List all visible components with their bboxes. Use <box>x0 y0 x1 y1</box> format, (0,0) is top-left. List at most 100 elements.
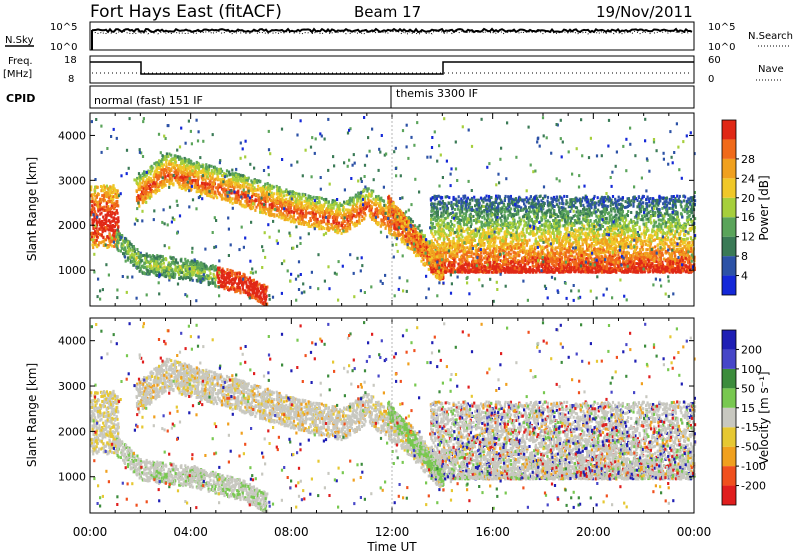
power-cell <box>318 196 321 200</box>
power-cell <box>256 188 259 192</box>
power-cell <box>264 194 267 198</box>
power-cell <box>378 197 381 201</box>
power-cell <box>280 216 284 220</box>
power-cell <box>338 210 341 214</box>
power-cell <box>422 235 425 239</box>
power-cell <box>216 196 219 200</box>
power-cell <box>220 181 223 185</box>
power-cell <box>206 182 209 186</box>
power-cell <box>155 169 158 173</box>
power-cell <box>368 194 371 198</box>
power-cell <box>394 221 397 225</box>
power-cell <box>92 193 95 197</box>
power-cell <box>132 253 135 257</box>
power-cell <box>523 219 526 223</box>
power-cell <box>372 189 375 193</box>
power-cell <box>265 212 268 216</box>
power-cell <box>105 220 108 224</box>
power-cell <box>91 204 94 208</box>
power-cell <box>208 164 211 168</box>
power-cell <box>180 179 183 183</box>
date-label: 19/Nov/2011 <box>596 3 693 21</box>
power-cell <box>251 190 254 194</box>
power-cell <box>682 199 686 203</box>
power-cell <box>289 200 292 204</box>
power-cell <box>174 172 177 175</box>
power-cell <box>163 173 166 177</box>
power-cell <box>168 152 171 156</box>
power-cell <box>103 185 107 189</box>
power-cell <box>238 202 241 206</box>
power-cell <box>369 209 373 213</box>
power-cell <box>103 191 106 195</box>
power-cell <box>190 160 193 164</box>
power-cell <box>216 186 219 190</box>
power-cell <box>270 202 273 206</box>
power-cell <box>279 188 282 192</box>
power-cell <box>170 157 173 161</box>
power-cell <box>310 198 313 202</box>
power-cell <box>332 219 335 223</box>
power-cell <box>112 234 115 238</box>
power-cell <box>104 213 107 217</box>
power-cell <box>309 195 312 198</box>
power-cell <box>167 272 170 276</box>
power-cell <box>94 210 97 214</box>
power-cell <box>102 189 105 192</box>
power-cell <box>348 208 351 212</box>
power-cell <box>297 205 300 209</box>
power-cell <box>91 221 94 225</box>
power-cell <box>262 205 265 209</box>
power-cell <box>349 227 352 231</box>
power-cell <box>262 193 265 197</box>
power-cell <box>397 230 400 234</box>
power-cell <box>117 230 120 234</box>
power-cell <box>177 267 180 271</box>
power-cell <box>320 203 323 207</box>
power-cell <box>223 197 226 201</box>
power-cell <box>236 185 239 189</box>
power-cell <box>434 247 437 251</box>
power-cell <box>157 160 160 164</box>
power-cell <box>97 243 100 247</box>
power-cell <box>221 281 224 284</box>
power-cell <box>93 235 96 239</box>
power-cell <box>250 195 254 198</box>
power-cell <box>343 200 346 204</box>
power-cell <box>332 214 336 218</box>
power-cell <box>261 190 264 194</box>
power-cell <box>249 284 252 288</box>
power-cell <box>159 162 162 166</box>
power-cell <box>273 204 276 208</box>
power-cell <box>259 201 262 205</box>
power-cell <box>151 169 154 173</box>
power-cell <box>92 246 95 250</box>
power-cell <box>332 217 335 221</box>
power-cell <box>318 227 321 231</box>
power-cell <box>216 189 219 193</box>
power-cell <box>405 232 408 236</box>
power-cell <box>97 209 100 213</box>
power-cell <box>194 181 197 185</box>
power-cell <box>223 187 226 191</box>
power-cell <box>176 164 179 168</box>
power-cell <box>113 244 116 248</box>
power-cell <box>234 183 237 186</box>
power-cell <box>151 182 155 186</box>
power-cell <box>168 167 171 171</box>
power-cell <box>304 215 307 219</box>
power-cell <box>107 187 110 191</box>
power-cell <box>241 174 245 178</box>
power-cell <box>180 173 184 177</box>
power-cell <box>253 193 256 196</box>
power-cell <box>204 183 207 187</box>
power-cell <box>115 200 118 204</box>
power-cell <box>114 203 117 207</box>
power-cell <box>326 225 329 229</box>
power-cell <box>228 281 231 285</box>
power-cell <box>116 195 119 199</box>
power-cell <box>296 216 300 220</box>
power-cell <box>106 193 110 197</box>
power-cell <box>211 182 214 186</box>
power-cell <box>152 166 155 170</box>
